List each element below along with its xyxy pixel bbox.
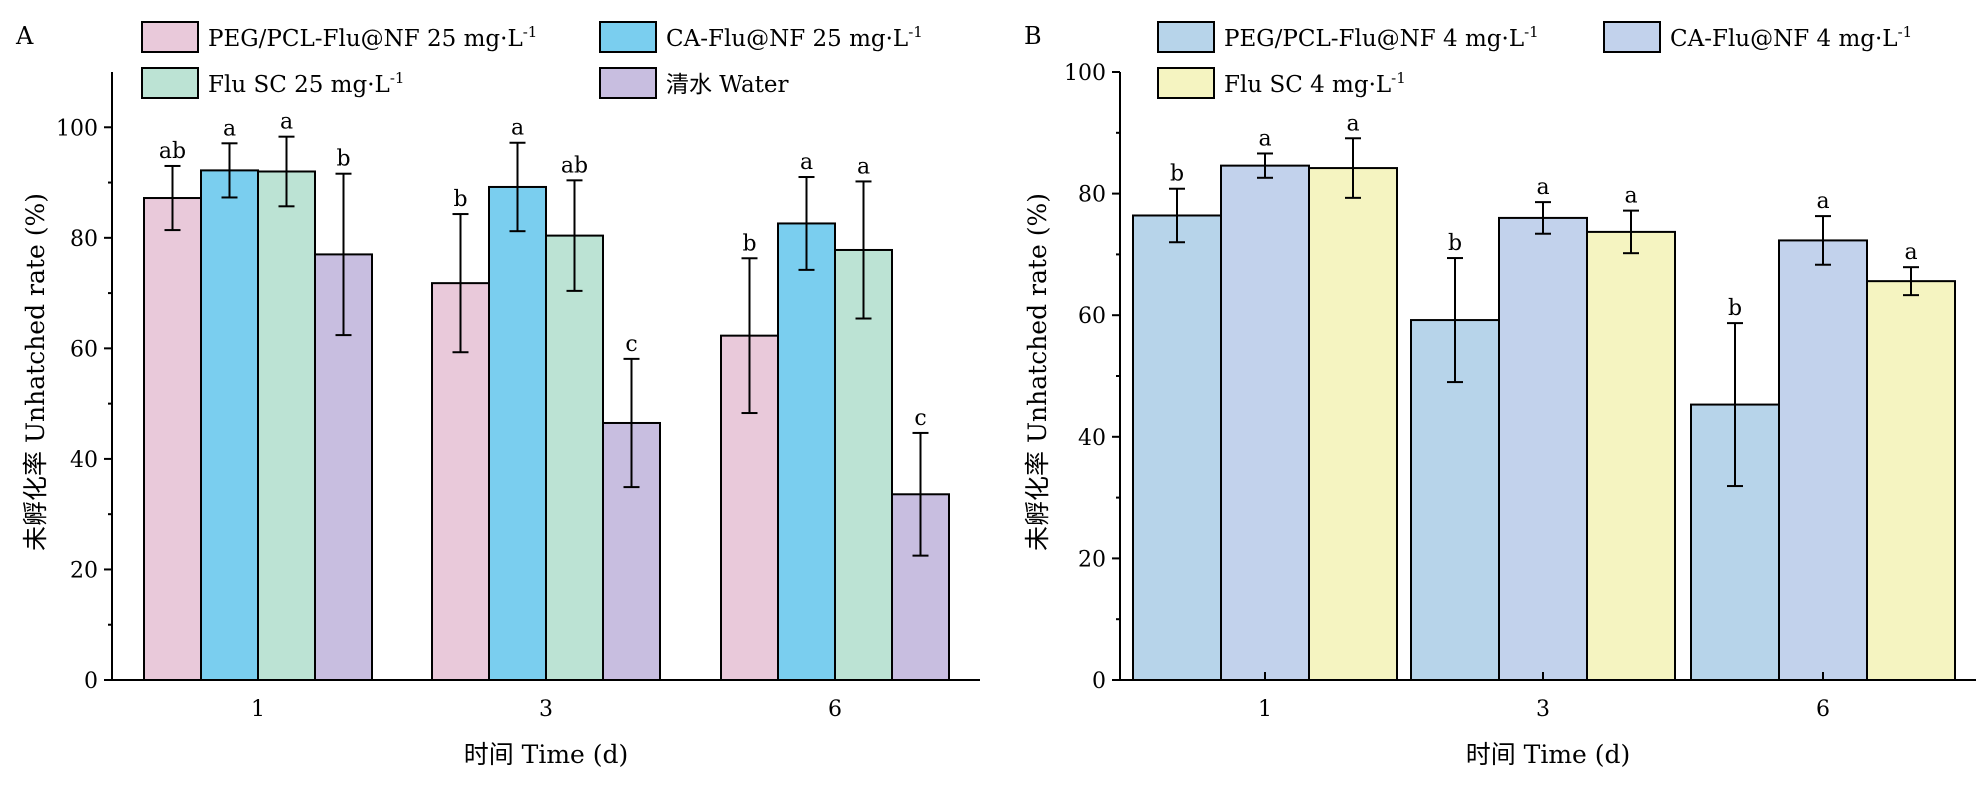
panel-b-legend-label: PEG/PCL-Flu@NF 4 mg·L-1: [1224, 23, 1539, 52]
panel-a-legend-swatch: [599, 21, 657, 53]
panel-a-bar: [200, 169, 259, 681]
panel-a-legend-label: CA-Flu@NF 25 mg·L-1: [666, 23, 923, 52]
panel-a-significance-label: b: [742, 231, 756, 256]
panel-b-significance-label: a: [1816, 189, 1829, 214]
panel-a-legend-label: 清水 Water: [666, 72, 789, 98]
panel-b-legend-label: Flu SC 4 mg·L-1: [1224, 69, 1406, 98]
panel-a-legend: PEG/PCL-Flu@NF 25 mg·L-1 CA-Flu@NF 25 mg·…: [141, 21, 923, 99]
panel-b-bars: b a a b a a b a a: [1132, 111, 1956, 682]
panel-b-legend-swatch: [1157, 21, 1215, 53]
panel-b-bar: [1220, 164, 1310, 681]
panel-b-significance-label: a: [1904, 240, 1917, 265]
panel-b-y-tick-label: 100: [1064, 61, 1106, 86]
panel-a-legend-swatch: [141, 67, 199, 99]
panel-b-significance-label: a: [1536, 175, 1549, 200]
panel-a-y-axis-label: 未孵化率 Unhatched rate (%): [21, 193, 50, 551]
panel-a-significance-label: a: [280, 110, 293, 135]
panel-b-significance-label: b: [1728, 296, 1742, 321]
panel-b-legend-swatch: [1603, 21, 1661, 53]
panel-a-y-tick-label: 0: [84, 669, 98, 694]
panel-a-y-tick-label: 20: [70, 558, 98, 583]
panel-b-significance-label: a: [1346, 111, 1359, 136]
panel-a-significance-label: a: [511, 116, 524, 141]
panel-a-legend-swatch: [599, 67, 657, 99]
panel-a-bar: [777, 222, 836, 681]
panel-b-significance-label: a: [1258, 126, 1271, 151]
panel-b-x-axis-label: 时间 Time (d): [1466, 740, 1631, 769]
panel-a-bar: [143, 197, 202, 681]
panel-b-y-tick-label: 80: [1078, 183, 1106, 208]
panel-b-legend: PEG/PCL-Flu@NF 4 mg·L-1 CA-Flu@NF 4 mg·L-…: [1157, 21, 1912, 99]
panel-b-legend-label: CA-Flu@NF 4 mg·L-1: [1670, 23, 1912, 52]
panel-a-x-tick-label: 3: [539, 697, 553, 722]
panel-a-y-tick-label: 80: [70, 227, 98, 252]
panel-a-y-tick-label: 100: [56, 116, 98, 141]
panel-a-significance-label: a: [223, 116, 236, 141]
panel-b-letter: B: [1024, 22, 1042, 50]
panel-b-axes: 0 20 40 60 80 100 1 3 6: [1064, 61, 1976, 722]
panel-a-legend-swatch: [141, 21, 199, 53]
panel-a-significance-label: c: [914, 406, 926, 431]
panel-b-significance-label: b: [1448, 231, 1462, 256]
panel-b-x-tick-label: 6: [1816, 697, 1830, 722]
panel-b-y-tick-label: 20: [1078, 547, 1106, 572]
panel-a-significance-label: ab: [159, 139, 186, 164]
panel-b-y-tick-label: 0: [1092, 669, 1106, 694]
panel-b-legend-swatch: [1157, 67, 1215, 99]
panel-b-bar: [1586, 230, 1676, 682]
panel-a-significance-label: b: [336, 147, 350, 172]
panel-b-significance-label: a: [1624, 184, 1637, 209]
panel-a-bar: [545, 234, 604, 681]
panel-a-letter: A: [15, 22, 34, 50]
panel-a-x-axis-label: 时间 Time (d): [464, 740, 629, 769]
panel-a-legend-label: PEG/PCL-Flu@NF 25 mg·L-1: [208, 23, 537, 52]
panel-b-x-tick-label: 1: [1258, 697, 1272, 722]
panel-a-legend-label: Flu SC 25 mg·L-1: [208, 69, 404, 98]
panel-a-significance-label: a: [857, 154, 870, 179]
panel-b: B PEG/PCL-Flu@NF 4 mg·L-1 CA-Flu@NF 4 mg·…: [1023, 21, 1976, 769]
panel-b-bar: [1498, 216, 1588, 681]
panel-b-bar: [1308, 167, 1398, 681]
panel-a-x-tick-label: 1: [251, 697, 265, 722]
panel-b-bar: [1866, 280, 1956, 681]
panel-b-bar: [1132, 214, 1222, 681]
panel-a-bar: [834, 248, 893, 681]
panel-a-significance-label: a: [800, 150, 813, 175]
panel-b-significance-label: b: [1170, 162, 1184, 187]
panel-a-axes: 0 20 40 60 80 100 1 3 6: [56, 72, 980, 722]
panel-a: A PEG/PCL-Flu@NF 25 mg·L-1 CA-Flu@NF 25 m…: [15, 21, 980, 769]
panel-b-y-axis-label: 未孵化率 Unhatched rate (%): [1023, 193, 1052, 551]
panel-a-significance-label: ab: [561, 153, 588, 178]
panel-a-significance-label: b: [453, 187, 467, 212]
panel-b-y-tick-label: 40: [1078, 426, 1106, 451]
panel-a-x-tick-label: 6: [828, 697, 842, 722]
panel-b-x-tick-label: 3: [1536, 697, 1550, 722]
panel-b-y-tick-label: 60: [1078, 304, 1106, 329]
panel-a-bar: [488, 185, 547, 681]
panel-a-y-tick-label: 60: [70, 337, 98, 362]
panel-a-y-tick-label: 40: [70, 448, 98, 473]
panel-b-bar: [1778, 239, 1868, 682]
panel-a-significance-label: c: [625, 332, 637, 357]
panel-a-bar: [257, 170, 316, 681]
